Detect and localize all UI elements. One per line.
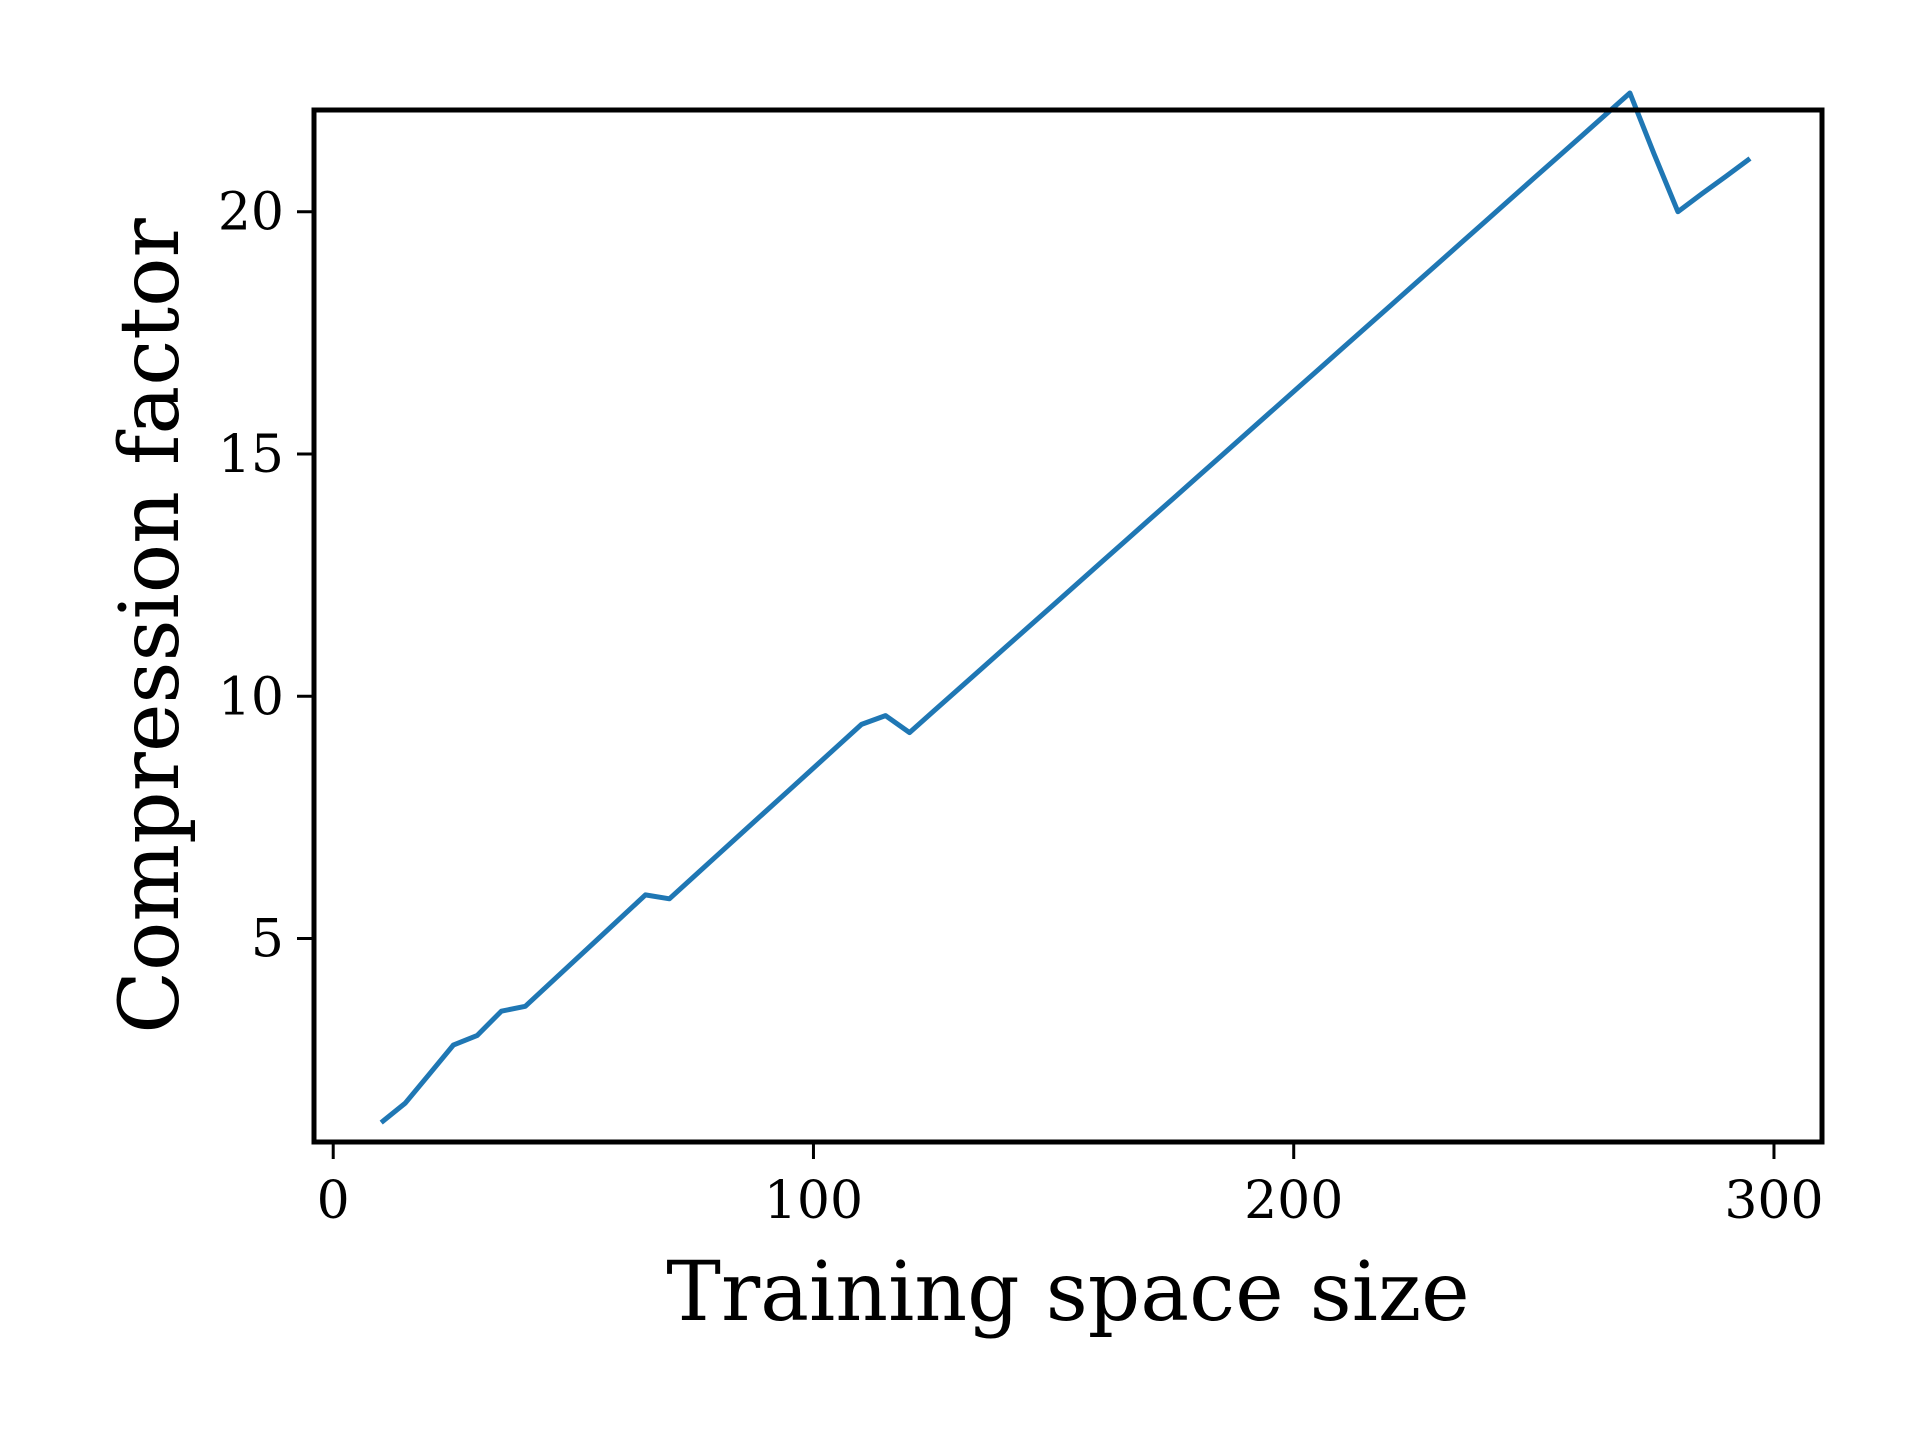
axis-ticks: 0 100 200 300 5 10 15 20 [218,183,1824,1231]
x-tick-label: 200 [1244,1171,1343,1231]
plot-area [379,90,1752,1125]
x-tick-label: 100 [764,1171,863,1231]
x-tick-label: 0 [317,1171,350,1231]
y-axis-label: Compression factor [103,218,198,1034]
y-tick-label: 15 [218,425,284,485]
series-line-0 [379,90,1752,1125]
y-tick-label: 5 [251,910,284,970]
y-tick-label: 10 [218,667,284,727]
x-tick-label: 300 [1724,1171,1823,1231]
y-tick-label: 20 [218,183,284,243]
x-axis-label: Training space size [666,1245,1469,1340]
axes-frame [311,107,1825,1145]
